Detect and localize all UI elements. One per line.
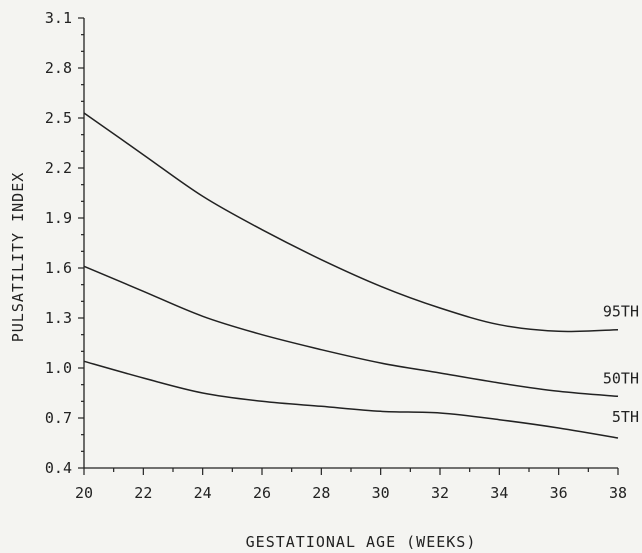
series-line-50th — [83, 265, 619, 398]
y-tick-label: 2.2 — [45, 159, 72, 177]
ticks: 0.4 0.7 1.0 1.3 1.6 1.9 2.2 2.5 2.8 3.1 20 22 24 26 28… — [45, 9, 627, 502]
x-tick-label: 36 — [550, 484, 568, 502]
x-tick-label: 34 — [490, 484, 508, 502]
x-tick-label: 38 — [609, 484, 627, 502]
y-tick-label: 1.9 — [45, 209, 72, 227]
series-label-50th: 50TH — [603, 369, 639, 387]
y-tick-label: 3.1 — [45, 9, 72, 27]
y-tick-label: 0.4 — [45, 459, 72, 477]
y-tick-label: 2.8 — [45, 59, 72, 77]
x-tick-label: 24 — [194, 484, 212, 502]
y-axis-title: PULSATILITY INDEX — [9, 172, 27, 343]
series-line-95th — [83, 112, 619, 333]
y-tick-label: 2.5 — [45, 109, 72, 127]
series-label-95th: 95TH — [603, 303, 639, 321]
axes — [83, 18, 618, 469]
series-line-5th — [83, 360, 619, 439]
x-tick-label: 30 — [372, 484, 390, 502]
y-tick-label: 1.3 — [45, 309, 72, 327]
x-tick-label: 20 — [75, 484, 93, 502]
y-tick-label: 1.6 — [45, 259, 72, 277]
x-tick-label: 28 — [312, 484, 330, 502]
x-tick-label: 32 — [431, 484, 449, 502]
y-tick-label: 1.0 — [45, 359, 72, 377]
x-tick-label: 26 — [253, 484, 271, 502]
y-tick-label: 0.7 — [45, 409, 72, 427]
x-axis-title: GESTATIONAL AGE (WEEKS) — [246, 533, 477, 551]
series-lines: 95TH 50TH 5TH — [83, 112, 639, 439]
series-label-5th: 5TH — [612, 408, 639, 426]
x-tick-label: 22 — [134, 484, 152, 502]
